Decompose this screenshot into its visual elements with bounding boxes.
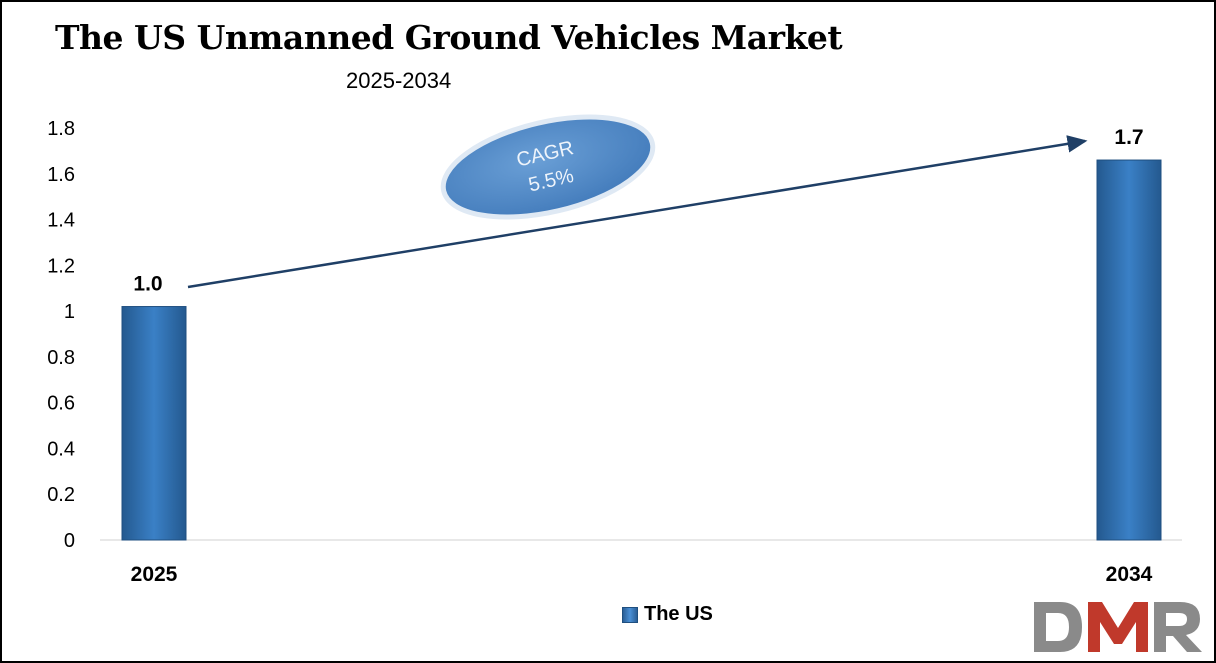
y-tick-label: 0.8 xyxy=(47,347,75,369)
x-tick-label: 2025 xyxy=(131,563,178,586)
y-tick-label: 1.4 xyxy=(47,210,75,232)
y-axis: 0 0.2 0.4 0.6 0.8 1 1.2 1.4 1.6 1.8 xyxy=(47,118,1182,552)
data-label: 1.0 xyxy=(133,273,162,296)
legend: The US xyxy=(622,603,713,626)
dmr-logo xyxy=(1034,602,1202,652)
bars: 1.0 2025 1.7 2034 xyxy=(121,126,1162,586)
y-tick-label: 0.6 xyxy=(47,393,75,415)
y-tick-label: 1.6 xyxy=(47,164,75,186)
cagr-ellipse xyxy=(440,114,656,220)
y-tick-label: 0.4 xyxy=(47,438,75,460)
x-tick-label: 2034 xyxy=(1106,563,1153,586)
y-tick-label: 0.2 xyxy=(47,484,75,506)
y-tick-label: 1.2 xyxy=(47,255,75,277)
bar xyxy=(1096,159,1162,541)
chart-subtitle: 2025-2034 xyxy=(346,68,452,93)
data-label: 1.7 xyxy=(1114,126,1143,149)
legend-label: The US xyxy=(644,603,713,625)
bar xyxy=(121,306,187,541)
y-tick-label: 1 xyxy=(64,301,75,323)
cagr-arrow xyxy=(187,135,1088,289)
legend-swatch xyxy=(622,606,638,623)
y-tick-label: 0 xyxy=(64,530,75,552)
chart-title: The US Unmanned Ground Vehicles Market xyxy=(55,18,843,57)
y-tick-label: 1.8 xyxy=(47,118,75,140)
